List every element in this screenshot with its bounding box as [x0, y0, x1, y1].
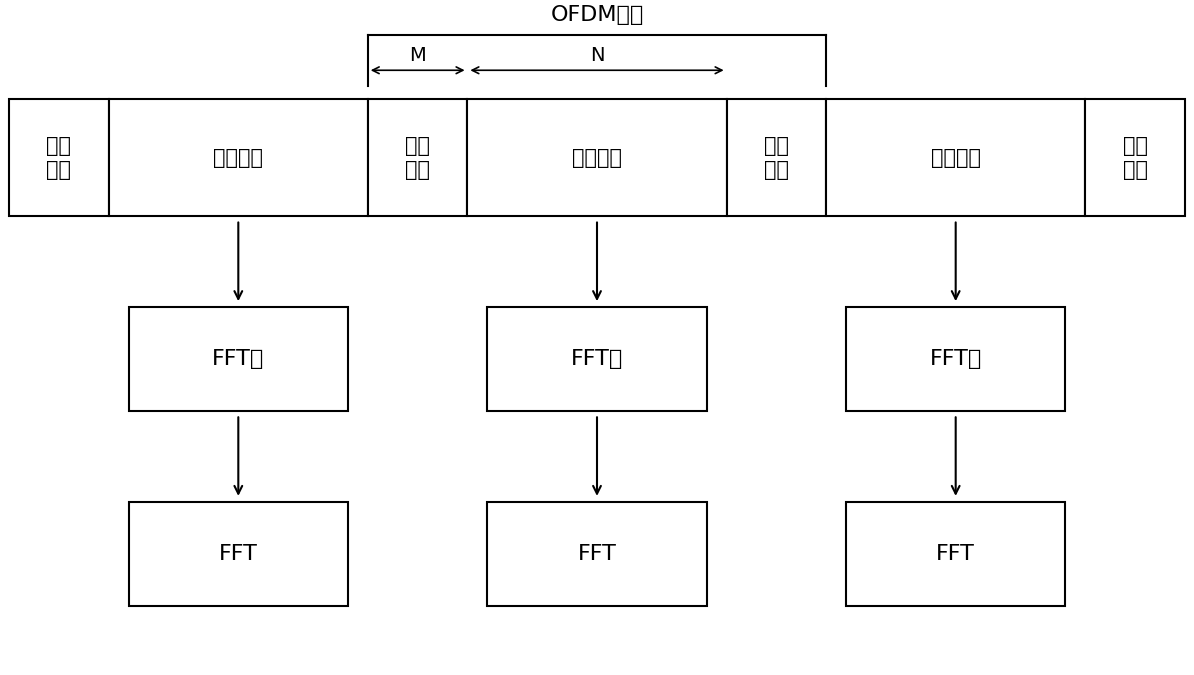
Text: 用户数据: 用户数据 — [214, 148, 264, 168]
Text: 循环
前缀: 循环 前缀 — [405, 136, 430, 180]
Bar — [487, 307, 707, 411]
Text: FFT: FFT — [578, 544, 616, 564]
Bar — [487, 502, 707, 606]
Text: FFT窗: FFT窗 — [571, 349, 623, 369]
Text: FFT: FFT — [936, 544, 975, 564]
Bar — [368, 99, 468, 217]
Bar — [1085, 99, 1184, 217]
Text: M: M — [410, 46, 426, 65]
Text: FFT窗: FFT窗 — [213, 349, 264, 369]
Bar — [847, 307, 1065, 411]
Bar — [109, 99, 368, 217]
Text: 循环
前缀: 循环 前缀 — [1122, 136, 1147, 180]
Text: 循环
前缀: 循环 前缀 — [764, 136, 789, 180]
Bar — [129, 307, 347, 411]
Text: OFDM符号: OFDM符号 — [550, 5, 644, 25]
Bar — [129, 502, 347, 606]
Text: FFT: FFT — [219, 544, 258, 564]
Text: 用户数据: 用户数据 — [930, 148, 980, 168]
Text: 循环
前缀: 循环 前缀 — [47, 136, 72, 180]
Bar — [10, 99, 109, 217]
Text: FFT窗: FFT窗 — [930, 349, 981, 369]
Text: N: N — [590, 46, 604, 65]
Bar — [847, 502, 1065, 606]
Text: 用户数据: 用户数据 — [572, 148, 622, 168]
Bar — [468, 99, 726, 217]
Bar — [726, 99, 826, 217]
Bar — [826, 99, 1085, 217]
